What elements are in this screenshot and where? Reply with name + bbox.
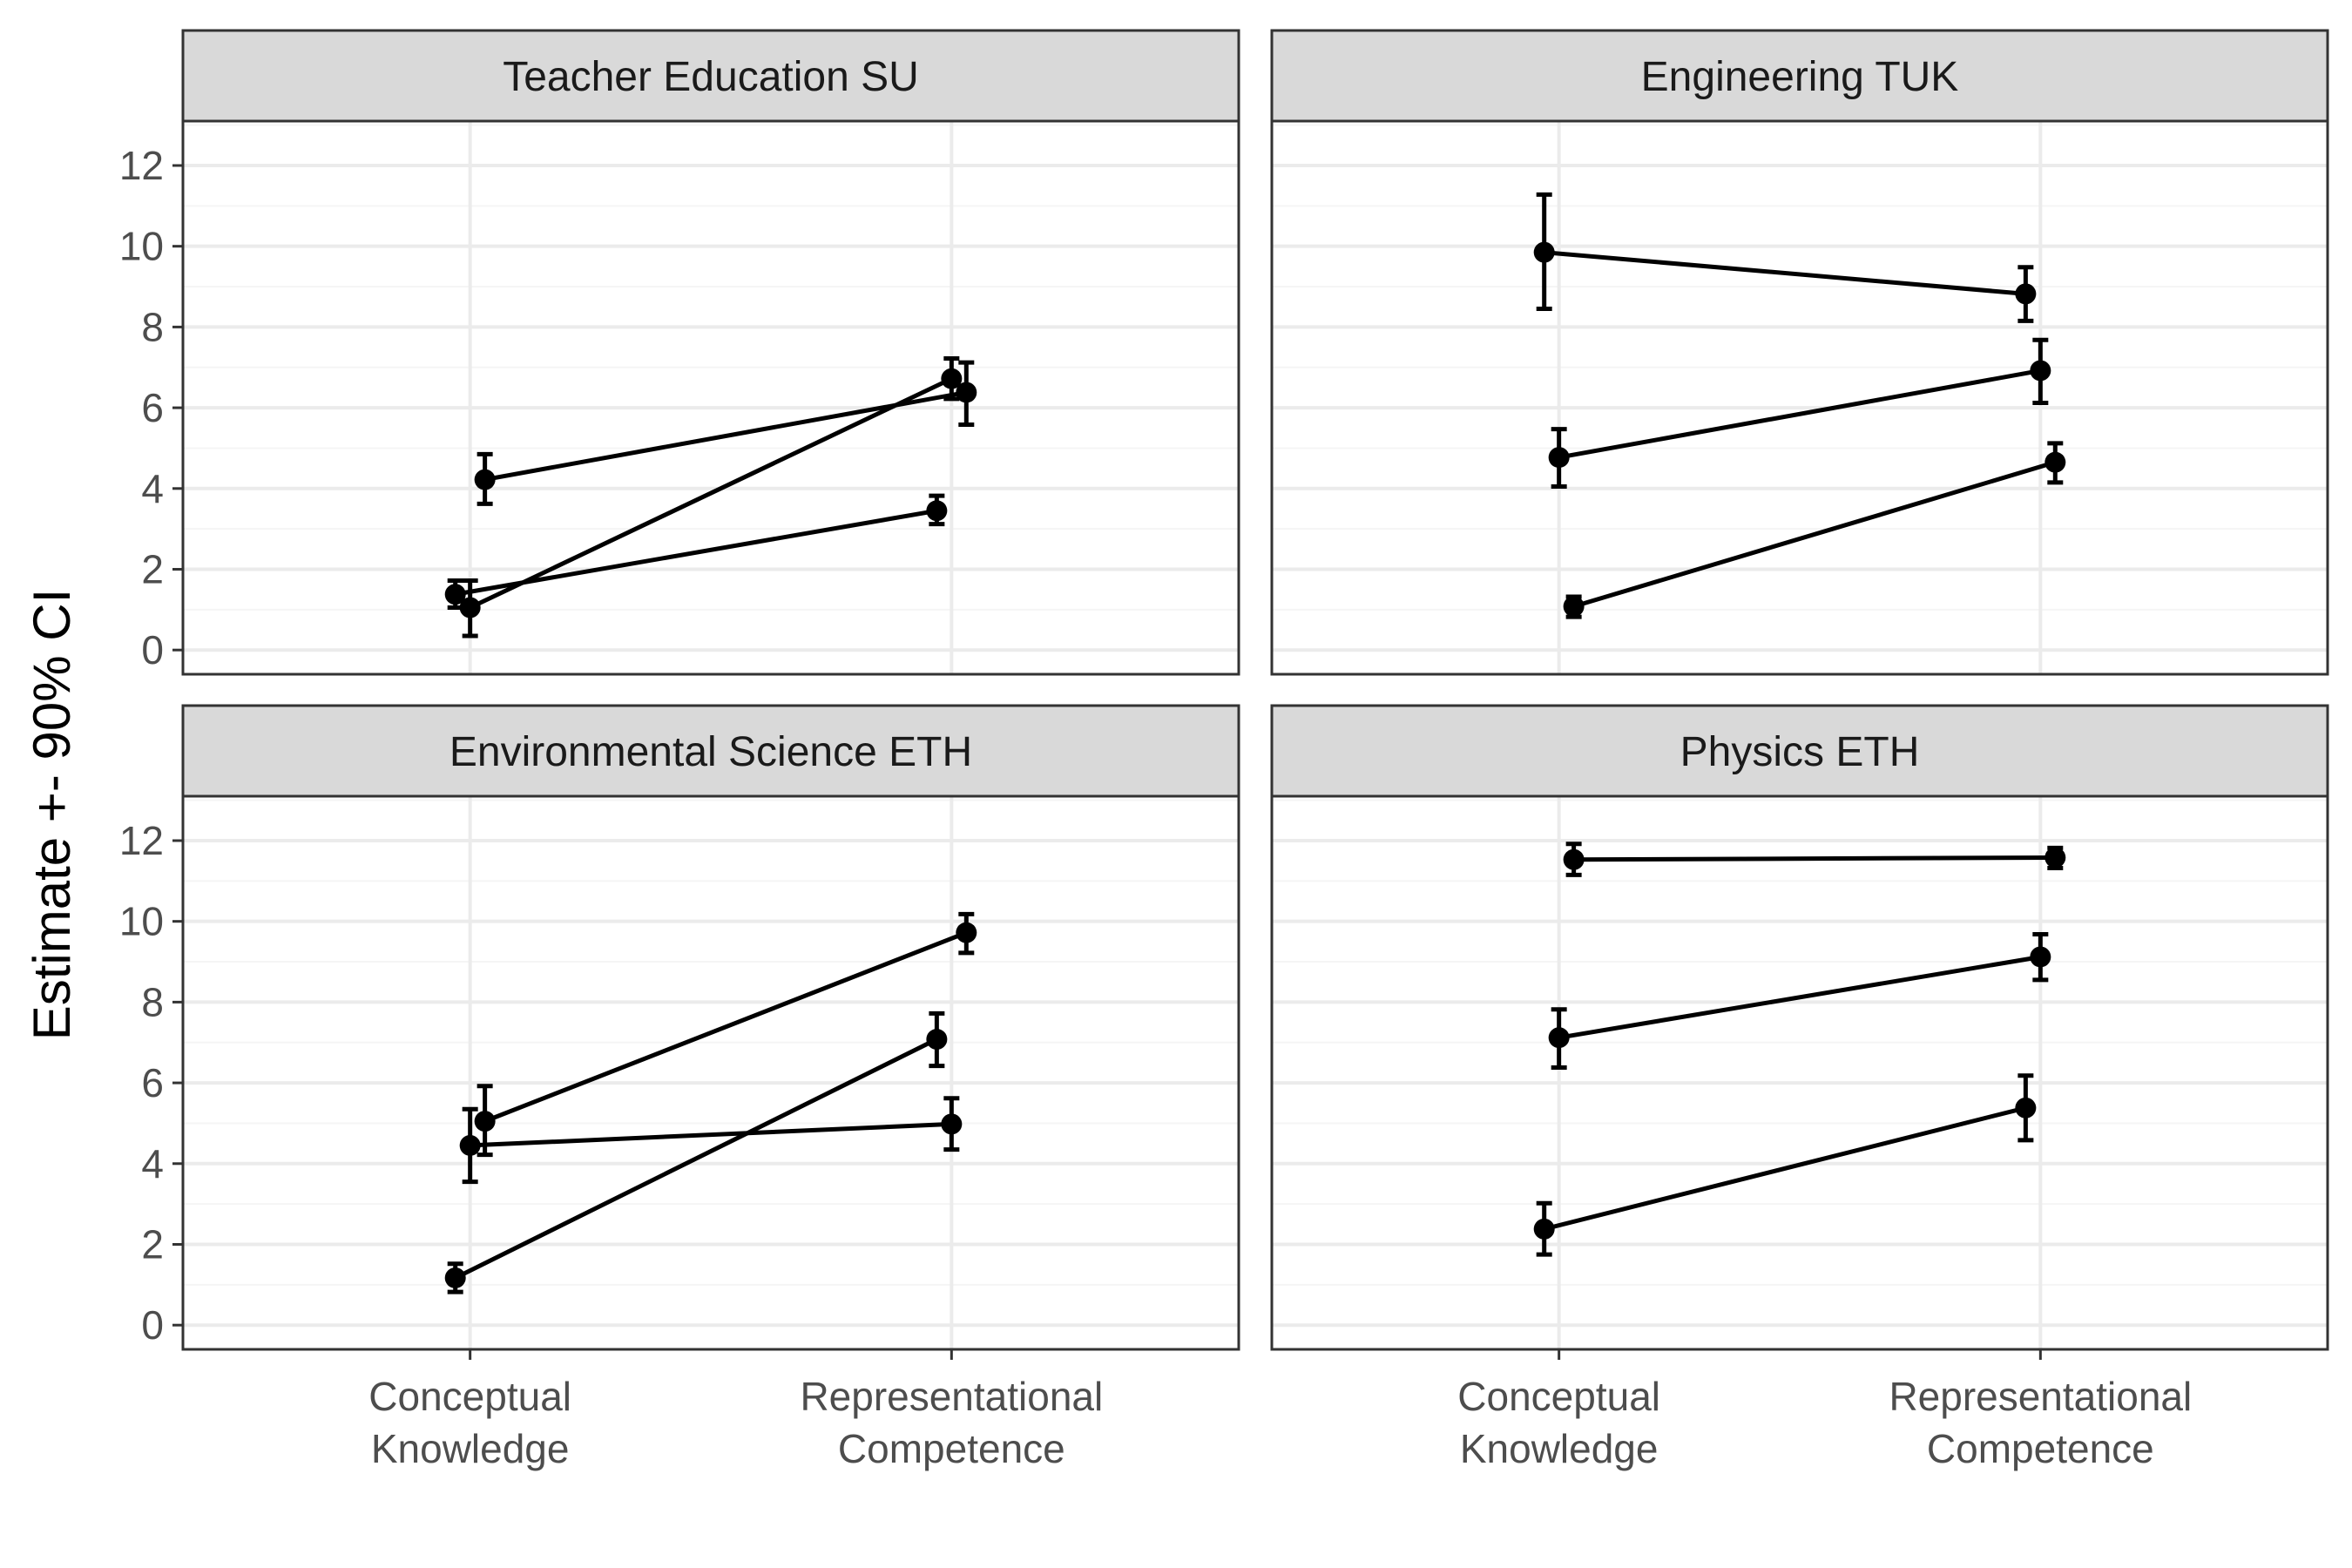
- panel-background: [1272, 121, 2328, 674]
- x-tick-label: Competence: [838, 1426, 1065, 1471]
- data-point: [459, 1134, 481, 1156]
- facet-strip: [181, 704, 1240, 798]
- facet-panels: Teacher Education SU 0 2 4 6 8 10 12 Engineering…: [119, 29, 2329, 1471]
- x-tick-label: Knowledge: [1460, 1426, 1659, 1471]
- data-point: [2044, 451, 2066, 473]
- series-line: [484, 390, 967, 483]
- facet-panel: Physics ETH Conceptual Knowledge Representa…: [1270, 704, 2329, 1471]
- series-line: [1572, 460, 2057, 609]
- series: [459, 1096, 963, 1185]
- x-tick-label: Conceptual: [368, 1374, 571, 1419]
- facet-panel: Environmental Science ETH 0 2 4 6 8 10 12 Concep…: [119, 704, 1240, 1471]
- x-tick-label: Knowledge: [371, 1426, 570, 1471]
- data-point: [956, 382, 977, 403]
- data-point: [444, 1267, 466, 1288]
- series: [1548, 932, 2051, 1070]
- data-point: [1548, 447, 1570, 469]
- data-point: [1533, 241, 1555, 263]
- data-point: [2015, 283, 2037, 305]
- data-point: [941, 1113, 963, 1135]
- series: [444, 1010, 948, 1294]
- series-line: [454, 1037, 938, 1281]
- data-point: [474, 469, 496, 490]
- y-tick-label: 4: [141, 466, 164, 511]
- series: [1563, 841, 2066, 877]
- y-tick-label: 12: [119, 818, 164, 863]
- facet-title: Teacher Education SU: [503, 54, 919, 100]
- series: [1533, 1073, 2037, 1257]
- y-tick-label: 8: [141, 979, 164, 1024]
- data-point: [2030, 360, 2051, 382]
- data-point: [459, 597, 481, 618]
- series: [474, 360, 977, 506]
- facet-title: Engineering TUK: [1641, 54, 1959, 100]
- panel-background: [183, 121, 1239, 674]
- data-point: [941, 368, 963, 389]
- facet-strip: [1270, 704, 2329, 798]
- series: [1563, 441, 2066, 619]
- y-tick-label: 0: [141, 627, 164, 672]
- series-line: [1558, 955, 2041, 1040]
- series: [1533, 192, 2037, 323]
- data-point: [444, 584, 466, 605]
- data-point: [474, 1111, 496, 1132]
- panel-background: [183, 796, 1239, 1349]
- data-point: [926, 1029, 948, 1051]
- y-tick-label: 10: [119, 224, 164, 269]
- data-point: [1533, 1218, 1555, 1240]
- data-point: [926, 500, 948, 522]
- series-line: [455, 508, 937, 597]
- x-tick-label: Conceptual: [1457, 1374, 1660, 1419]
- y-tick-label: 8: [141, 304, 164, 349]
- series-line: [1544, 1105, 2026, 1232]
- facet-strip: [181, 29, 1240, 123]
- y-tick-label: 6: [141, 1060, 164, 1105]
- panel-background: [1272, 796, 2328, 1349]
- data-point: [1563, 848, 1585, 870]
- y-axis-title: Estimate +- 90% CI: [23, 589, 81, 1041]
- y-tick-label: 4: [141, 1141, 164, 1186]
- series: [1548, 337, 2051, 489]
- y-tick-label: 10: [119, 899, 164, 944]
- series: [444, 493, 948, 611]
- series-line: [483, 930, 968, 1124]
- data-point: [2015, 1097, 2037, 1119]
- series-line: [1558, 368, 2041, 460]
- facet-title: Physics ETH: [1680, 729, 1920, 775]
- series-line: [1544, 250, 2026, 296]
- data-point: [2030, 946, 2051, 968]
- x-tick-label: Competence: [1927, 1426, 2154, 1471]
- y-tick-label: 6: [141, 385, 164, 430]
- y-tick-label: 0: [141, 1302, 164, 1348]
- series: [474, 911, 977, 1158]
- data-point: [956, 922, 977, 943]
- x-tick-label: Representational: [800, 1374, 1103, 1419]
- y-tick-label: 2: [141, 546, 164, 591]
- data-point: [1563, 596, 1585, 618]
- data-point: [1548, 1027, 1570, 1049]
- facet-title: Environmental Science ETH: [449, 729, 972, 775]
- data-point: [2044, 847, 2066, 868]
- series-line: [1573, 855, 2056, 862]
- series-line: [470, 1121, 952, 1148]
- facet-strip: [1270, 29, 2329, 123]
- y-tick-label: 2: [141, 1221, 164, 1267]
- y-tick-label: 12: [119, 143, 164, 188]
- series-line: [469, 376, 953, 610]
- facet-panel: Teacher Education SU 0 2 4 6 8 10 12: [119, 29, 1240, 676]
- x-tick-label: Representational: [1889, 1374, 2192, 1419]
- facet-panel: Engineering TUK: [1270, 29, 2329, 676]
